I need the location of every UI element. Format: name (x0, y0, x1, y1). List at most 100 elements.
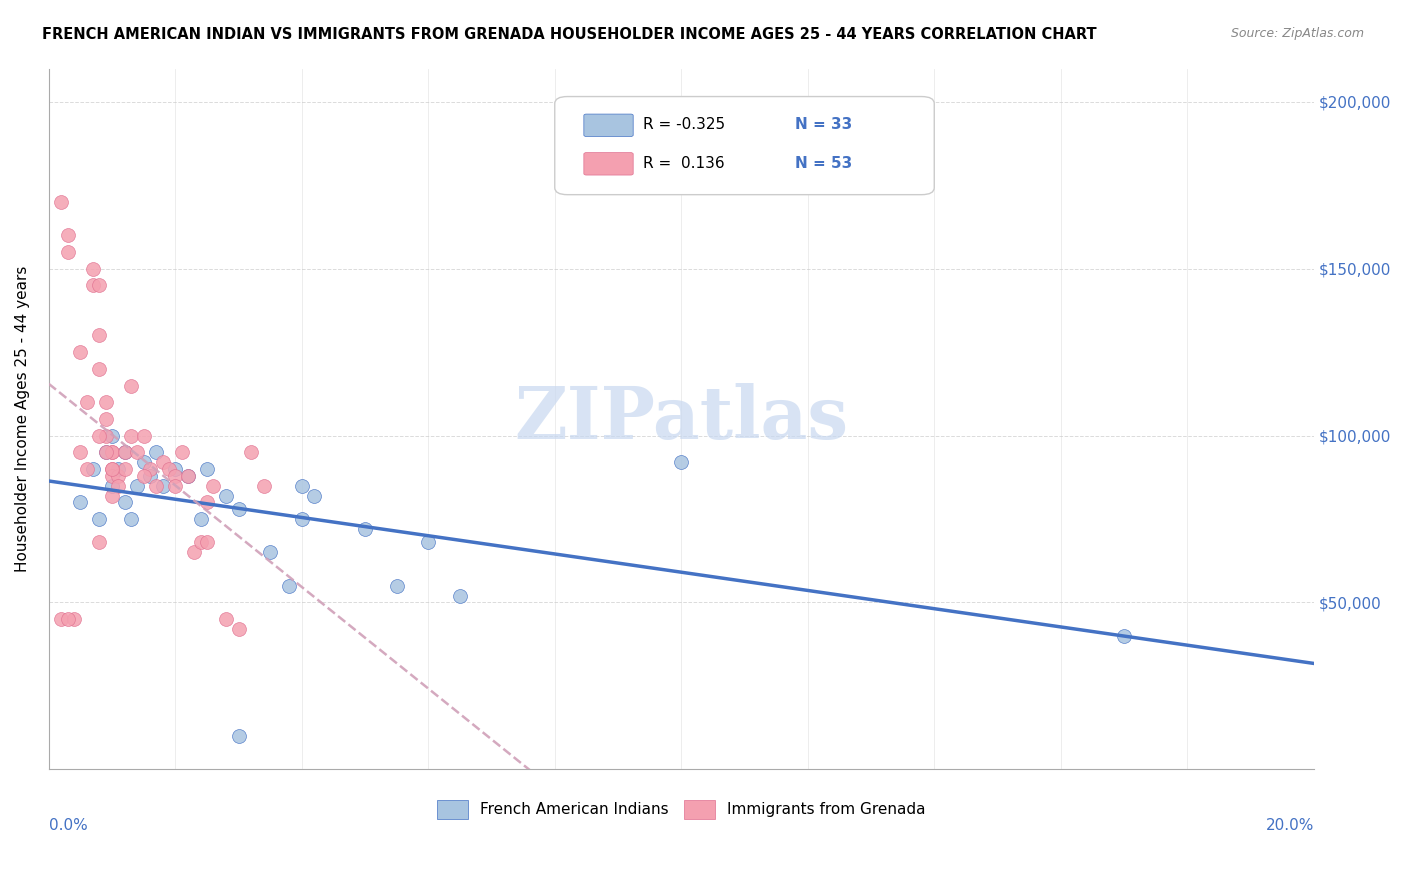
Point (101, 489, 124, 503)
Point (120, 512, 142, 526)
Point (202, 478, 225, 492)
Point (177, 468, 200, 483)
Point (195, 535, 218, 549)
Point (101, 468, 124, 483)
Point (114, 445, 136, 459)
Point (165, 478, 187, 492)
Point (89, 512, 111, 526)
Point (132, 468, 155, 483)
Point (94, 412, 117, 426)
Point (228, 729, 250, 743)
Point (385, 579, 408, 593)
Point (671, 455, 693, 469)
Point (89, 535, 111, 549)
Point (56, 245, 79, 260)
Point (165, 468, 187, 483)
Point (152, 455, 174, 469)
Point (76, 395, 98, 409)
Point (170, 445, 193, 459)
Point (114, 462, 136, 476)
Point (56, 228, 79, 243)
Point (89, 428, 111, 442)
Point (89, 278, 111, 293)
Point (183, 545, 205, 559)
Point (101, 445, 124, 459)
Point (228, 502, 250, 516)
Point (89, 328, 111, 343)
Text: R =  0.136: R = 0.136 (644, 155, 725, 170)
Point (240, 445, 263, 459)
Point (177, 468, 200, 483)
Point (120, 428, 142, 442)
Point (1112, 629, 1135, 643)
Text: FRENCH AMERICAN INDIAN VS IMMIGRANTS FROM GRENADA HOUSEHOLDER INCOME AGES 25 - 4: FRENCH AMERICAN INDIAN VS IMMIGRANTS FRO… (42, 27, 1097, 42)
Point (190, 535, 212, 549)
Point (418, 535, 440, 549)
Point (190, 512, 212, 526)
Point (139, 468, 162, 483)
Point (449, 589, 471, 603)
Point (82, 278, 104, 293)
Point (127, 478, 149, 492)
Point (278, 579, 301, 593)
Point (127, 445, 149, 459)
Y-axis label: Householder Income Ages 25 - 44 years: Householder Income Ages 25 - 44 years (15, 266, 30, 572)
Point (228, 622, 250, 636)
Point (253, 478, 276, 492)
Point (354, 522, 377, 536)
Point (69, 495, 91, 509)
Point (157, 462, 180, 476)
Point (89, 362, 111, 376)
Point (82, 261, 104, 276)
Point (259, 545, 281, 559)
Text: N = 33: N = 33 (796, 117, 852, 132)
Point (114, 495, 136, 509)
Point (94, 395, 117, 409)
Point (94, 428, 117, 442)
Point (304, 489, 326, 503)
Point (120, 378, 142, 392)
Point (101, 445, 124, 459)
Point (215, 612, 238, 626)
Point (101, 462, 124, 476)
Point (145, 445, 167, 459)
FancyBboxPatch shape (555, 96, 934, 194)
Point (101, 428, 124, 442)
Point (76, 462, 98, 476)
Point (101, 478, 124, 492)
Point (94, 445, 117, 459)
Point (132, 455, 155, 469)
Text: 20.0%: 20.0% (1265, 818, 1313, 833)
Point (152, 478, 174, 492)
Point (107, 478, 129, 492)
Point (291, 512, 314, 526)
Text: ZIPatlas: ZIPatlas (515, 384, 848, 454)
Point (165, 462, 187, 476)
Point (69, 445, 91, 459)
Point (195, 462, 218, 476)
Point (51, 612, 73, 626)
Point (56, 612, 79, 626)
Point (195, 495, 218, 509)
Point (82, 462, 104, 476)
Point (107, 468, 129, 483)
Text: N = 53: N = 53 (796, 155, 852, 170)
Text: R = -0.325: R = -0.325 (644, 117, 725, 132)
Point (145, 478, 167, 492)
Text: 0.0%: 0.0% (49, 818, 87, 833)
Point (132, 428, 155, 442)
FancyBboxPatch shape (583, 114, 633, 136)
Point (63, 612, 86, 626)
Point (51, 194, 73, 209)
Point (94, 445, 117, 459)
Point (69, 345, 91, 359)
Legend: French American Indians, Immigrants from Grenada: French American Indians, Immigrants from… (432, 794, 931, 825)
Point (291, 478, 314, 492)
Text: Source: ZipAtlas.com: Source: ZipAtlas.com (1230, 27, 1364, 40)
Point (101, 462, 124, 476)
Point (215, 489, 238, 503)
Point (139, 462, 162, 476)
Point (114, 445, 136, 459)
Point (107, 462, 129, 476)
FancyBboxPatch shape (583, 153, 633, 175)
